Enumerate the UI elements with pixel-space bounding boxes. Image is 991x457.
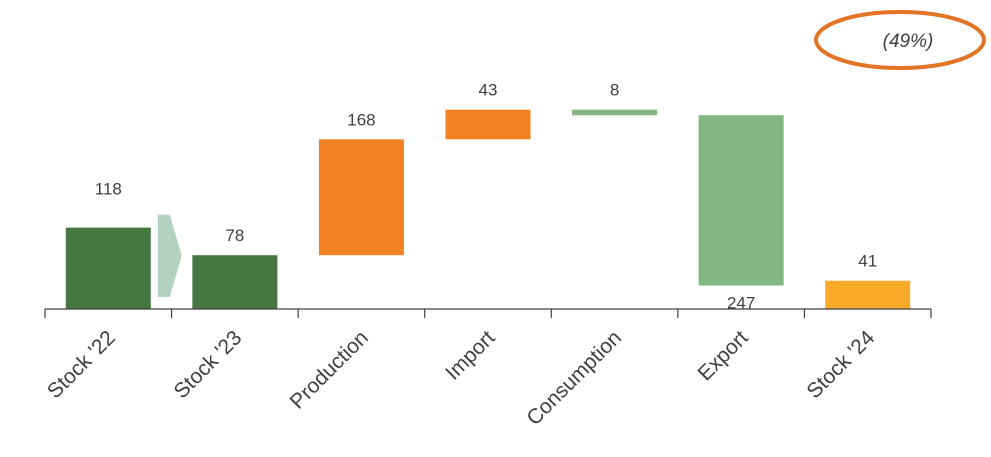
category-label-5: Export — [693, 326, 752, 385]
bar-6 — [825, 280, 911, 309]
bar-3 — [445, 109, 531, 140]
value-label-6: 41 — [858, 252, 877, 271]
bars-layer — [65, 109, 911, 309]
value-label-0: 118 — [95, 180, 122, 199]
category-label-1: Stock '23 — [170, 326, 247, 403]
category-label-6: Stock '24 — [802, 326, 879, 403]
bar-5 — [698, 115, 784, 286]
callout: (49%) — [814, 10, 986, 70]
callout-text: (49%) — [883, 31, 934, 52]
category-label-3: Import — [441, 326, 499, 384]
category-labels: Stock '22 Stock '23 Production Import Consum… — [43, 326, 880, 430]
bar-2 — [318, 139, 404, 256]
category-label-4: Consumption — [522, 326, 626, 430]
bar-4 — [572, 109, 658, 116]
category-label-0: Stock '22 — [43, 326, 120, 403]
value-label-4: 8 — [610, 81, 619, 100]
callout-ellipse — [814, 10, 986, 70]
bar-0 — [65, 227, 151, 309]
transition-arrow — [157, 214, 182, 297]
value-labels: 118 78 168 43 8 247 41 — [95, 81, 877, 313]
x-axis — [44, 308, 932, 318]
value-label-1: 78 — [225, 226, 244, 245]
value-label-3: 43 — [479, 81, 498, 100]
value-label-2: 168 — [347, 110, 375, 129]
category-label-2: Production — [286, 326, 373, 413]
value-label-5: 247 — [727, 294, 755, 313]
bar-1 — [192, 255, 278, 309]
